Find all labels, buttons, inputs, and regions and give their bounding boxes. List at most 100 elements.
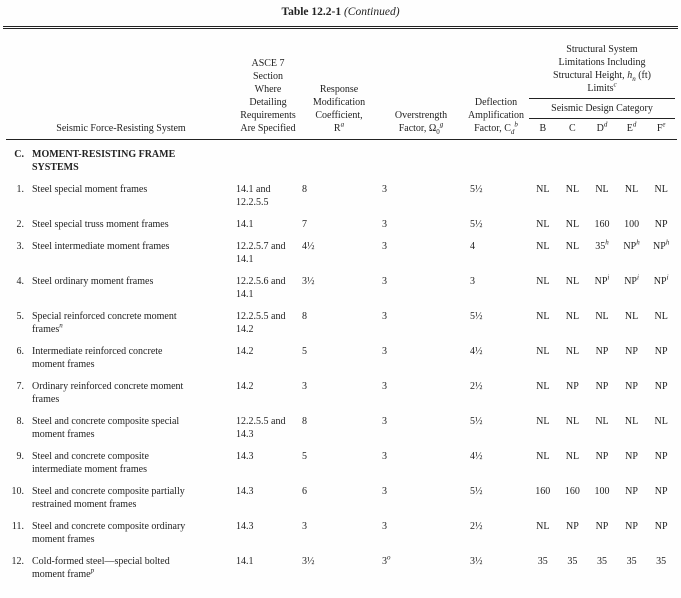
table-title-continued: (Continued) [343,6,400,18]
cell-response-coefficient: 6 [302,486,307,497]
cell-asce-section: 14.3 [236,486,254,497]
cell-response-coefficient: 3 [302,381,307,392]
table-row: 5. Special reinforced concrete moment fr… [6,310,681,336]
cell-sdc-values: NL NL NL NL NL [528,310,676,336]
system-name-text: Steel special truss moment frames [32,219,169,230]
table-row: 2. Steel special truss moment frames 14.… [6,218,681,231]
omega-subscript: 0 [436,128,440,136]
section-letter: C. [14,149,24,160]
row-number: 3. [16,241,25,252]
sdc-value-e: NPh [623,238,640,252]
cell-sdc-values: NL NL NL NL NL [528,183,676,209]
height-variable: h [627,70,633,81]
cell-asce-section: 14.1 [236,556,254,567]
sdc-value-c: NL [565,241,580,252]
sdc-value-c: NL [565,416,580,427]
sdc-value-c: NP [565,521,579,532]
sdc-col-header-d: Dd [596,120,608,134]
sdc-value-d: NL [595,311,609,322]
cell-asce-section: 14.1 and 12.2.5.5 [236,184,271,208]
cell-system-name: 6. Intermediate reinforced concrete mome… [6,345,236,371]
cell-response-coefficient: 3½ [302,276,315,287]
sdc-value-f: NP [654,219,668,230]
table-header-row: Seismic Force-Resisting System ASCE 7 Se… [6,43,677,140]
sdc-value-d: NP [595,381,609,392]
row-number: 5. [16,311,25,322]
cell-response-coefficient: 4½ [302,241,315,252]
limits-divider-rule [529,98,675,99]
sdc-divider-rule [529,118,675,119]
cell-deflection-amplification: 5½ [470,311,483,322]
cell-sdc-values: 35 35 35 35 35 [528,555,676,581]
cell-deflection-amplification: 5½ [470,486,483,497]
cell-deflection-amplification: 2½ [470,521,483,532]
cell-asce-section: 12.2.5.5 and 14.2 [236,311,286,335]
sdc-value-c: NL [565,346,580,357]
cell-system-name: 7. Ordinary reinforced concrete moment f… [6,380,236,406]
sdc-col-header-f: Fe [656,120,666,134]
cd-subscript: d [510,128,515,136]
footnote-marker: b [514,120,518,129]
col-header-asce-section: ASCE 7 Section Where Detailing Requireme… [240,58,296,134]
sdc-value-d: 35h [595,238,609,252]
cell-overstrength-factor: 3 [382,451,387,462]
cell-overstrength-factor: 3 [382,381,387,392]
cell-sdc-values: NL NL NP NP NP [528,345,676,371]
cell-overstrength-factor: 3 [382,486,387,497]
row-number: 10. [11,486,25,497]
cell-asce-section: 14.2 [236,346,254,357]
row-number: 11. [11,521,24,532]
footnote-marker: a [340,120,345,129]
height-subscript: n [632,75,636,83]
sdc-value-b: NL [536,451,550,462]
sdc-value-f: NP [654,346,668,357]
cell-system-name: 10. Steel and concrete composite partial… [6,485,236,511]
cell-response-coefficient: 8 [302,184,307,195]
cell-sdc-values: NL NL NL NL NL [528,415,676,441]
table-row: 8. Steel and concrete composite special … [6,415,681,441]
cell-overstrength-factor: 3 [382,219,387,230]
sdc-value-f: NP [654,486,668,497]
cell-overstrength-factor: 3 [382,346,387,357]
system-name-text: Special reinforced concrete moment frame… [32,311,177,335]
system-name-text: Ordinary reinforced concrete moment fram… [32,381,184,405]
sdc-value-e: NL [624,184,639,195]
row-number: 9. [16,451,25,462]
sdc-col-header-b: B [539,123,547,134]
table-row: 3. Steel intermediate moment frames 12.2… [6,238,681,266]
cell-deflection-amplification: 4 [470,241,475,252]
table-body: 1. Steel special moment frames 14.1 and … [6,183,681,581]
cell-sdc-values: NL NP NP NP NP [528,380,676,406]
sdc-value-b: NL [536,416,550,427]
cell-deflection-amplification: 5½ [470,416,483,427]
row-number: 12. [11,556,25,567]
cell-asce-section: 14.3 [236,521,254,532]
cell-system-name: 3. Steel intermediate moment frames [6,240,236,266]
sdc-value-d: 160 [594,219,610,230]
sdc-value-b: NL [536,521,550,532]
sdc-value-c: NL [565,451,580,462]
footnote-marker: c [613,80,617,89]
sdc-value-d: NPi [594,273,610,287]
system-name-text: Steel and concrete composite intermediat… [32,451,149,475]
table-row: 4. Steel ordinary moment frames 12.2.5.6… [6,273,681,301]
cell-overstrength-factor: 3 [382,184,387,195]
sdc-value-e: NP [625,381,638,392]
sdc-value-e: NP [625,486,638,497]
cell-sdc-values: NL NL NPi NPi NPi [528,273,676,301]
sdc-value-b: NL [536,276,550,287]
col-header-response-coefficient: Response Modification Coefficient, Ra [312,84,366,134]
sdc-value-b: NL [536,219,550,230]
sdc-group-label: Seismic Design Category [551,103,653,114]
cell-deflection-amplification: 4½ [470,451,483,462]
table-row: 6. Intermediate reinforced concrete mome… [6,345,681,371]
cell-sdc-values: NL NL NP NP NP [528,450,676,476]
sdc-value-d: 35 [596,556,607,567]
cell-asce-section: 12.2.5.5 and 14.3 [236,416,286,440]
sdc-value-f: NP [654,451,668,462]
table-row: 7. Ordinary reinforced concrete moment f… [6,380,681,406]
system-name-text: Intermediate reinforced concrete moment … [32,346,163,370]
table-row: 11. Steel and concrete composite ordinar… [6,520,681,546]
sdc-value-b: NL [536,381,550,392]
sdc-value-e: NP [625,451,638,462]
